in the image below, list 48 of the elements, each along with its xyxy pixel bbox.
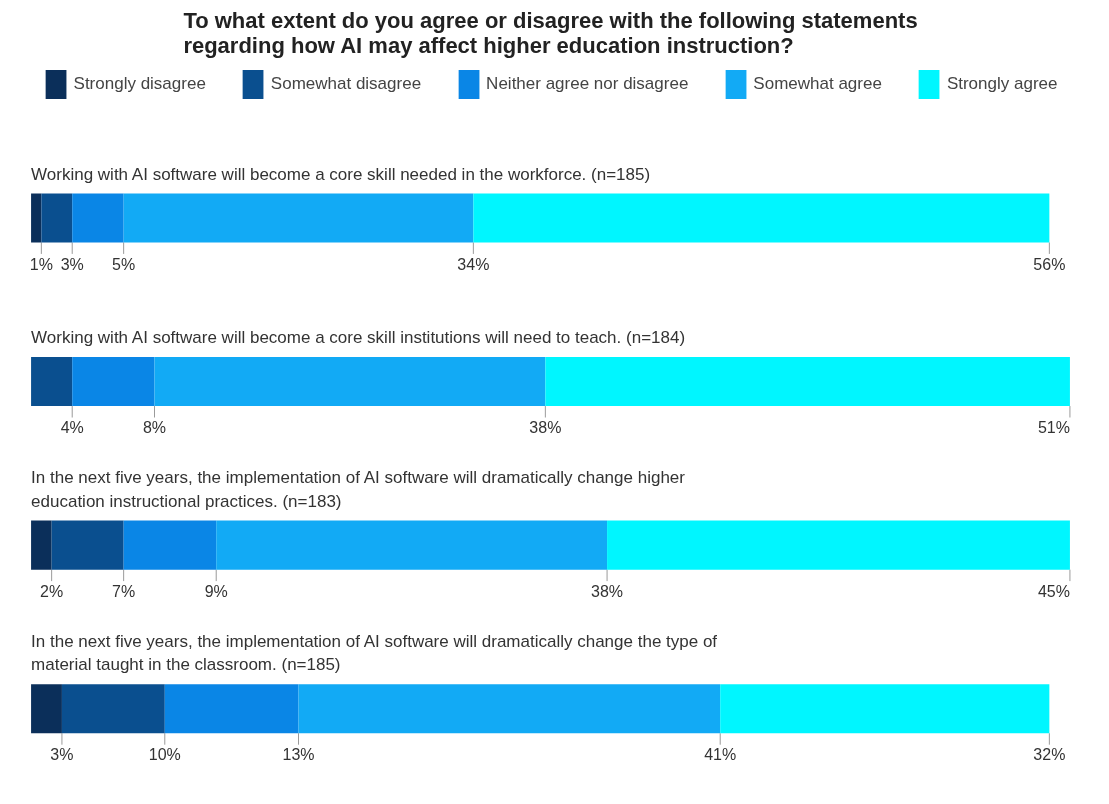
bar	[720, 684, 1050, 734]
chart-title: To what extent do you agree or disagree with the following statements regarding how AI may affect higher education instruction?	[183, 7, 918, 58]
bar	[61, 684, 165, 734]
legend-label: Somewhat disagree	[270, 74, 422, 94]
data-label: 3%	[60, 255, 84, 273]
legend-label: Somewhat agree	[753, 74, 882, 94]
legend-label: Neither agree nor disagree	[486, 74, 689, 94]
data-label: 4%	[60, 419, 84, 437]
data-label: 3%	[50, 746, 74, 764]
data-label: 51%	[1037, 419, 1070, 437]
data-label: 7%	[112, 582, 136, 600]
data-label: 2%	[40, 582, 64, 600]
y-tick-label: Working with AI software will become a core skill institutions will need to teach. (n=184)	[31, 328, 686, 348]
bar	[123, 193, 474, 243]
bar	[607, 520, 1070, 570]
bar	[164, 684, 299, 734]
bar	[51, 520, 124, 570]
y-tick-label: Working with AI software will become a core skill needed in the workforce. (n=185)	[31, 164, 651, 184]
bar	[216, 520, 608, 570]
data-label: 1%	[29, 255, 53, 273]
bar	[298, 684, 721, 734]
bar	[72, 356, 155, 407]
data-label: 41%	[704, 746, 737, 764]
bar	[545, 356, 1070, 407]
bar	[473, 193, 1050, 243]
data-label: 9%	[204, 582, 228, 600]
bar	[31, 520, 52, 570]
bar	[31, 684, 62, 734]
data-label: 32%	[1033, 746, 1066, 764]
bar	[154, 356, 546, 407]
bar	[123, 520, 217, 570]
bar	[41, 193, 73, 243]
legend-label: Strongly disagree	[73, 74, 206, 94]
data-label: 34%	[457, 255, 490, 273]
data-label: 13%	[282, 746, 315, 764]
y-tick-label: In the next five years, the implementation of AI software will dramatically change the type of material taught in the classroom. (n=185)	[31, 631, 718, 675]
data-label: 10%	[148, 746, 181, 764]
data-label: 8%	[142, 419, 167, 437]
data-label: 38%	[591, 582, 624, 600]
bar	[31, 193, 42, 243]
data-label: 45%	[1037, 582, 1070, 600]
y-tick-label: In the next five years, the implementation of AI software will dramatically change higher education instructional practices. (n=183)	[31, 468, 686, 511]
data-label: 56%	[1033, 255, 1066, 273]
bar	[31, 356, 73, 407]
legend-label: Strongly agree	[946, 74, 1058, 94]
data-label: 5%	[112, 255, 136, 273]
bar	[72, 193, 124, 243]
data-label: 38%	[529, 419, 562, 437]
